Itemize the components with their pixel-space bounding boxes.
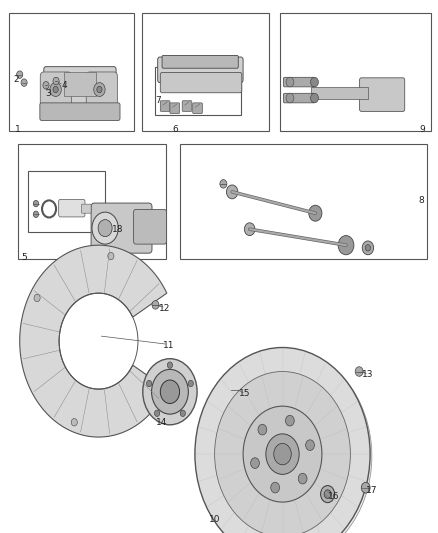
Circle shape xyxy=(355,367,363,376)
Circle shape xyxy=(311,77,318,87)
Text: 17: 17 xyxy=(366,486,377,495)
Circle shape xyxy=(362,241,374,255)
Circle shape xyxy=(251,458,259,469)
Circle shape xyxy=(215,372,350,533)
Circle shape xyxy=(306,440,314,450)
FancyBboxPatch shape xyxy=(40,72,71,108)
Text: 12: 12 xyxy=(159,304,170,312)
Circle shape xyxy=(266,434,299,474)
Circle shape xyxy=(274,443,291,465)
Text: 3: 3 xyxy=(45,89,51,98)
FancyBboxPatch shape xyxy=(360,78,405,111)
Text: 8: 8 xyxy=(418,197,424,205)
Circle shape xyxy=(97,86,102,93)
FancyBboxPatch shape xyxy=(86,72,117,108)
FancyBboxPatch shape xyxy=(40,103,120,120)
Circle shape xyxy=(311,93,318,103)
Text: 2: 2 xyxy=(14,76,19,84)
Circle shape xyxy=(21,79,27,86)
FancyBboxPatch shape xyxy=(81,204,91,213)
Circle shape xyxy=(155,410,160,416)
Circle shape xyxy=(231,385,239,395)
Circle shape xyxy=(226,185,238,199)
Circle shape xyxy=(108,252,114,260)
Circle shape xyxy=(160,380,180,403)
Text: 10: 10 xyxy=(209,515,220,524)
Circle shape xyxy=(92,212,118,244)
Circle shape xyxy=(152,369,188,414)
Circle shape xyxy=(180,410,185,416)
Bar xyxy=(18,144,166,259)
Circle shape xyxy=(33,211,39,217)
Circle shape xyxy=(244,223,255,236)
FancyBboxPatch shape xyxy=(59,199,85,217)
Circle shape xyxy=(321,486,335,503)
Circle shape xyxy=(195,348,370,533)
Circle shape xyxy=(271,482,279,493)
Bar xyxy=(28,171,105,232)
Circle shape xyxy=(17,71,23,78)
Bar xyxy=(280,13,431,131)
Circle shape xyxy=(197,350,372,533)
Text: 14: 14 xyxy=(156,418,168,426)
Circle shape xyxy=(188,381,194,387)
FancyBboxPatch shape xyxy=(283,93,314,103)
Circle shape xyxy=(286,77,294,87)
Circle shape xyxy=(286,93,294,103)
Circle shape xyxy=(50,83,61,96)
Text: 9: 9 xyxy=(419,125,425,134)
FancyBboxPatch shape xyxy=(182,101,192,111)
FancyBboxPatch shape xyxy=(158,57,243,83)
Circle shape xyxy=(33,200,39,207)
FancyBboxPatch shape xyxy=(162,55,238,68)
Text: 1: 1 xyxy=(14,125,21,134)
Circle shape xyxy=(309,205,322,221)
FancyBboxPatch shape xyxy=(170,103,180,114)
Circle shape xyxy=(220,180,227,188)
Circle shape xyxy=(150,393,156,400)
Circle shape xyxy=(71,418,78,426)
Circle shape xyxy=(298,473,307,484)
FancyBboxPatch shape xyxy=(193,103,202,114)
FancyBboxPatch shape xyxy=(134,209,166,244)
Text: 4: 4 xyxy=(62,81,67,90)
Circle shape xyxy=(43,82,49,89)
Circle shape xyxy=(286,415,294,426)
Circle shape xyxy=(167,362,173,368)
Text: 13: 13 xyxy=(362,370,374,378)
Circle shape xyxy=(361,482,370,493)
Text: 15: 15 xyxy=(239,389,250,398)
Circle shape xyxy=(338,236,354,255)
Circle shape xyxy=(152,301,159,309)
Text: 5: 5 xyxy=(21,253,27,262)
Bar xyxy=(311,87,368,99)
Circle shape xyxy=(143,359,197,425)
FancyBboxPatch shape xyxy=(283,77,314,87)
Circle shape xyxy=(243,406,322,502)
Text: 6: 6 xyxy=(172,125,178,134)
FancyBboxPatch shape xyxy=(160,101,170,111)
Circle shape xyxy=(98,220,112,237)
Circle shape xyxy=(94,83,105,96)
FancyBboxPatch shape xyxy=(91,203,152,253)
Bar xyxy=(9,13,134,131)
Circle shape xyxy=(146,381,152,387)
Polygon shape xyxy=(20,245,167,437)
Circle shape xyxy=(324,490,331,498)
Text: 16: 16 xyxy=(328,492,339,501)
Bar xyxy=(180,144,427,259)
Circle shape xyxy=(34,294,40,302)
Bar xyxy=(142,13,269,131)
Circle shape xyxy=(258,424,267,435)
Circle shape xyxy=(53,86,58,93)
Bar xyxy=(155,67,241,115)
FancyBboxPatch shape xyxy=(44,67,116,115)
Text: 11: 11 xyxy=(163,341,174,350)
Text: 7: 7 xyxy=(155,96,161,104)
Circle shape xyxy=(53,77,59,85)
Circle shape xyxy=(365,245,371,251)
Bar xyxy=(64,72,96,96)
FancyBboxPatch shape xyxy=(160,72,242,93)
Text: 18: 18 xyxy=(112,225,123,233)
